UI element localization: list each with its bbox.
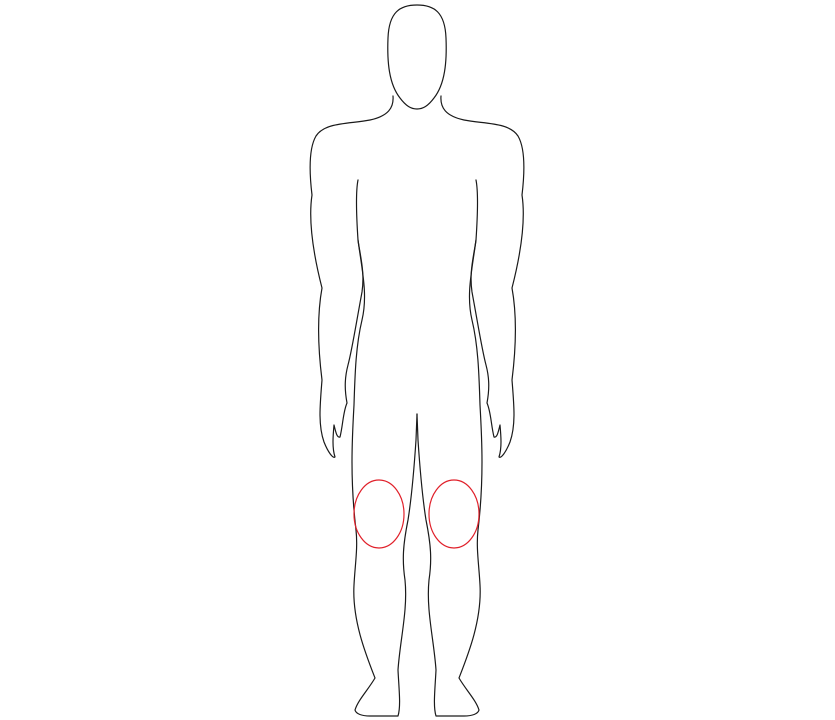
left-leg-outline — [351, 239, 418, 717]
head-outline — [387, 4, 447, 110]
right-leg-outline — [416, 239, 483, 717]
right-knee-marker — [428, 479, 480, 549]
left-side-outline — [309, 95, 394, 458]
right-side-outline — [440, 95, 525, 458]
left-knee-marker — [353, 479, 405, 549]
